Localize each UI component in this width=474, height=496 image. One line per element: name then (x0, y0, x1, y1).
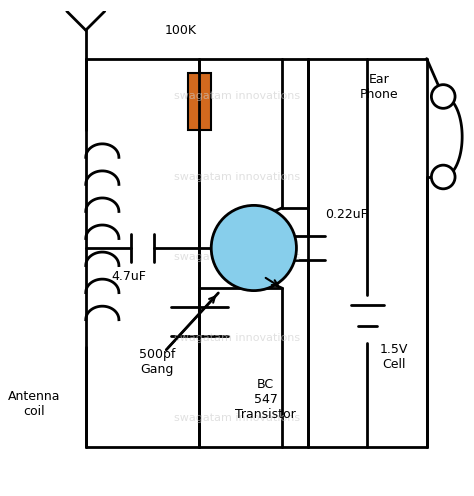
Text: 4.7uF: 4.7uF (111, 270, 146, 283)
Text: BC
547
Transistor: BC 547 Transistor (235, 378, 296, 421)
Text: 1.5V
Cell: 1.5V Cell (379, 343, 408, 371)
Bar (188, 73, 211, 129)
Text: 0.22uF: 0.22uF (325, 208, 367, 221)
Circle shape (431, 85, 455, 108)
Text: 100K: 100K (164, 24, 196, 37)
Text: swagatam innovations: swagatam innovations (174, 172, 301, 182)
Circle shape (431, 165, 455, 189)
Text: swagatam innovations: swagatam innovations (174, 91, 301, 102)
Circle shape (211, 205, 296, 291)
Text: Antenna
coil: Antenna coil (8, 390, 60, 418)
Text: swagatam innovations: swagatam innovations (174, 252, 301, 262)
Text: Ear
Phone: Ear Phone (360, 73, 399, 101)
Text: swagatam innovations: swagatam innovations (174, 414, 301, 424)
Text: 500pf
Gang: 500pf Gang (138, 348, 175, 375)
Text: swagatam innovations: swagatam innovations (174, 333, 301, 343)
